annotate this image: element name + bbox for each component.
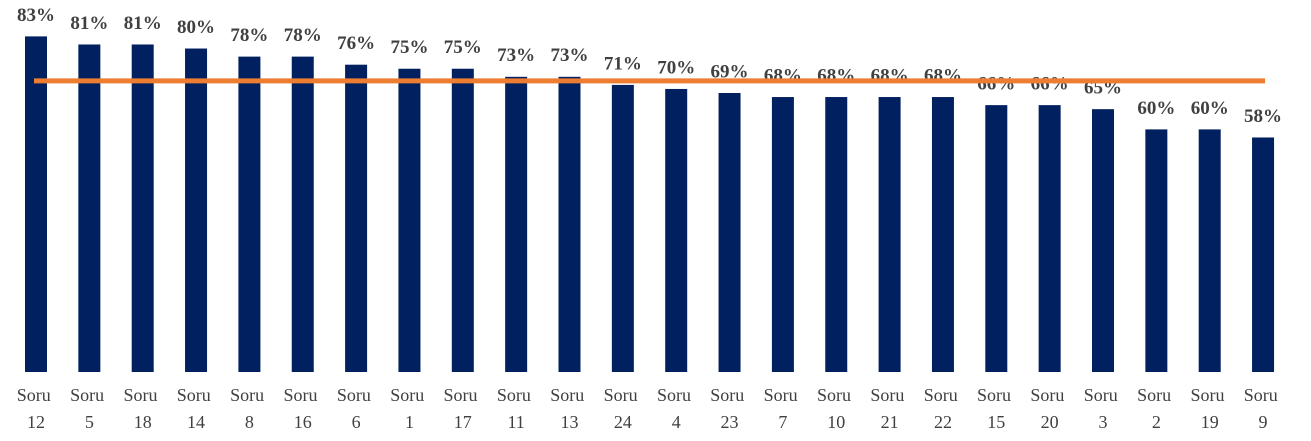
x-tick-label: Soru 9: [1244, 385, 1283, 432]
bar: [1038, 105, 1061, 372]
bar: [931, 97, 954, 372]
x-tick-label: Soru 6: [337, 385, 376, 432]
x-tick-label: Soru 2: [1137, 385, 1176, 432]
value-label: 73%: [497, 45, 535, 66]
x-tick-label: Soru 7: [764, 385, 803, 432]
value-label: 75%: [390, 37, 428, 58]
bar: [451, 68, 474, 372]
x-tick-label: Soru 10: [817, 385, 856, 432]
bar: [25, 36, 47, 373]
bar: [185, 48, 208, 373]
x-tick-label: Soru 14: [177, 385, 216, 432]
x-tick-label: Soru 21: [870, 385, 909, 432]
x-tick-label: Soru 11: [497, 385, 536, 432]
value-label: 66%: [977, 73, 1015, 94]
bar: [1092, 109, 1114, 372]
bar: [718, 93, 741, 372]
bar: [505, 76, 528, 373]
value-label: 76%: [337, 33, 375, 54]
x-tick-label: Soru 17: [444, 385, 483, 432]
bar: [665, 88, 688, 373]
bar: [878, 97, 901, 372]
x-tick-label: Soru 3: [1084, 385, 1123, 432]
bar: [238, 56, 261, 372]
bar: [771, 97, 794, 372]
value-label: 75%: [444, 37, 482, 58]
value-label: 66%: [1031, 73, 1069, 94]
bar: [825, 97, 848, 372]
x-tick-label: Soru 4: [657, 385, 696, 432]
x-tick-label: Soru 15: [977, 385, 1016, 432]
x-tick-label: Soru 18: [123, 385, 162, 432]
value-label: 58%: [1244, 106, 1282, 127]
bar: [985, 105, 1008, 372]
value-label: 83%: [17, 5, 55, 26]
value-label: 78%: [230, 25, 268, 46]
bar: [558, 76, 581, 373]
x-tick-label: Soru 12: [17, 385, 56, 432]
x-tick-label: Soru 13: [550, 385, 589, 432]
bar: [1145, 129, 1168, 372]
value-label: 80%: [177, 17, 215, 38]
x-tick-label: Soru 24: [604, 385, 643, 432]
bar: [345, 64, 368, 373]
x-tick-label: Soru 22: [924, 385, 963, 432]
bar: [131, 44, 154, 372]
value-label: 60%: [1137, 98, 1175, 119]
bar: [1198, 129, 1221, 372]
value-label: 81%: [70, 13, 108, 34]
x-tick-label: Soru 1: [390, 385, 429, 432]
value-label: 73%: [551, 45, 589, 66]
x-tick-label: Soru 19: [1190, 385, 1229, 432]
bar: [1252, 137, 1275, 372]
x-tick-label: Soru 5: [70, 385, 109, 432]
bar: [78, 44, 101, 372]
value-label: 81%: [124, 13, 162, 34]
x-tick-label: Soru 20: [1030, 385, 1069, 432]
x-tick-label: Soru 8: [230, 385, 269, 432]
bar: [398, 68, 421, 372]
bar: [611, 84, 634, 373]
bar: [291, 56, 314, 372]
value-label: 70%: [657, 57, 695, 78]
x-tick-label: Soru 16: [283, 385, 322, 432]
x-tick-label: Soru 23: [710, 385, 749, 432]
value-label: 69%: [711, 61, 749, 82]
value-label: 60%: [1191, 98, 1229, 119]
value-label: 71%: [604, 53, 642, 74]
value-label: 78%: [284, 25, 322, 46]
